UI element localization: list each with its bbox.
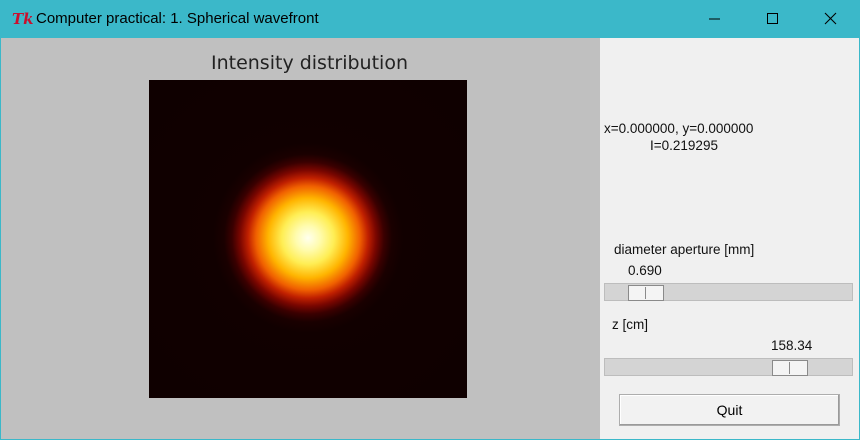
intensity-image[interactable]	[149, 80, 467, 398]
close-icon	[824, 12, 837, 25]
coords-readout: x=0.000000, y=0.000000	[604, 121, 754, 136]
diameter-value: 0.690	[628, 263, 662, 278]
title-bar[interactable]: Tk Computer practical: 1. Spherical wave…	[0, 0, 860, 38]
plot-title: Intensity distribution	[210, 52, 408, 74]
minimize-button[interactable]	[686, 0, 744, 38]
quit-button[interactable]: Quit	[619, 394, 840, 426]
z-value: 158.34	[771, 338, 813, 353]
diameter-slider[interactable]	[604, 283, 853, 301]
window-client: Intensity distribution x=0.000000, y=0.0…	[1, 38, 859, 439]
plot-area: Intensity distribution	[1, 38, 600, 439]
diameter-label: diameter aperture [mm]	[614, 242, 755, 257]
maximize-button[interactable]	[744, 0, 802, 38]
tk-app-icon: Tk	[12, 10, 34, 28]
cursor-readout: x=0.000000, y=0.000000 I=0.219295	[604, 120, 764, 154]
z-label: z [cm]	[612, 317, 648, 332]
window-title: Computer practical: 1. Spherical wavefro…	[36, 10, 319, 27]
control-panel: x=0.000000, y=0.000000 I=0.219295 diamet…	[600, 38, 859, 439]
diameter-slider-thumb[interactable]	[628, 285, 665, 301]
z-slider-thumb[interactable]	[771, 360, 808, 376]
minimize-icon	[709, 18, 720, 20]
z-slider[interactable]	[604, 358, 853, 376]
maximize-icon	[767, 13, 778, 24]
intensity-readout: I=0.219295	[650, 138, 718, 153]
close-button[interactable]	[802, 0, 860, 38]
